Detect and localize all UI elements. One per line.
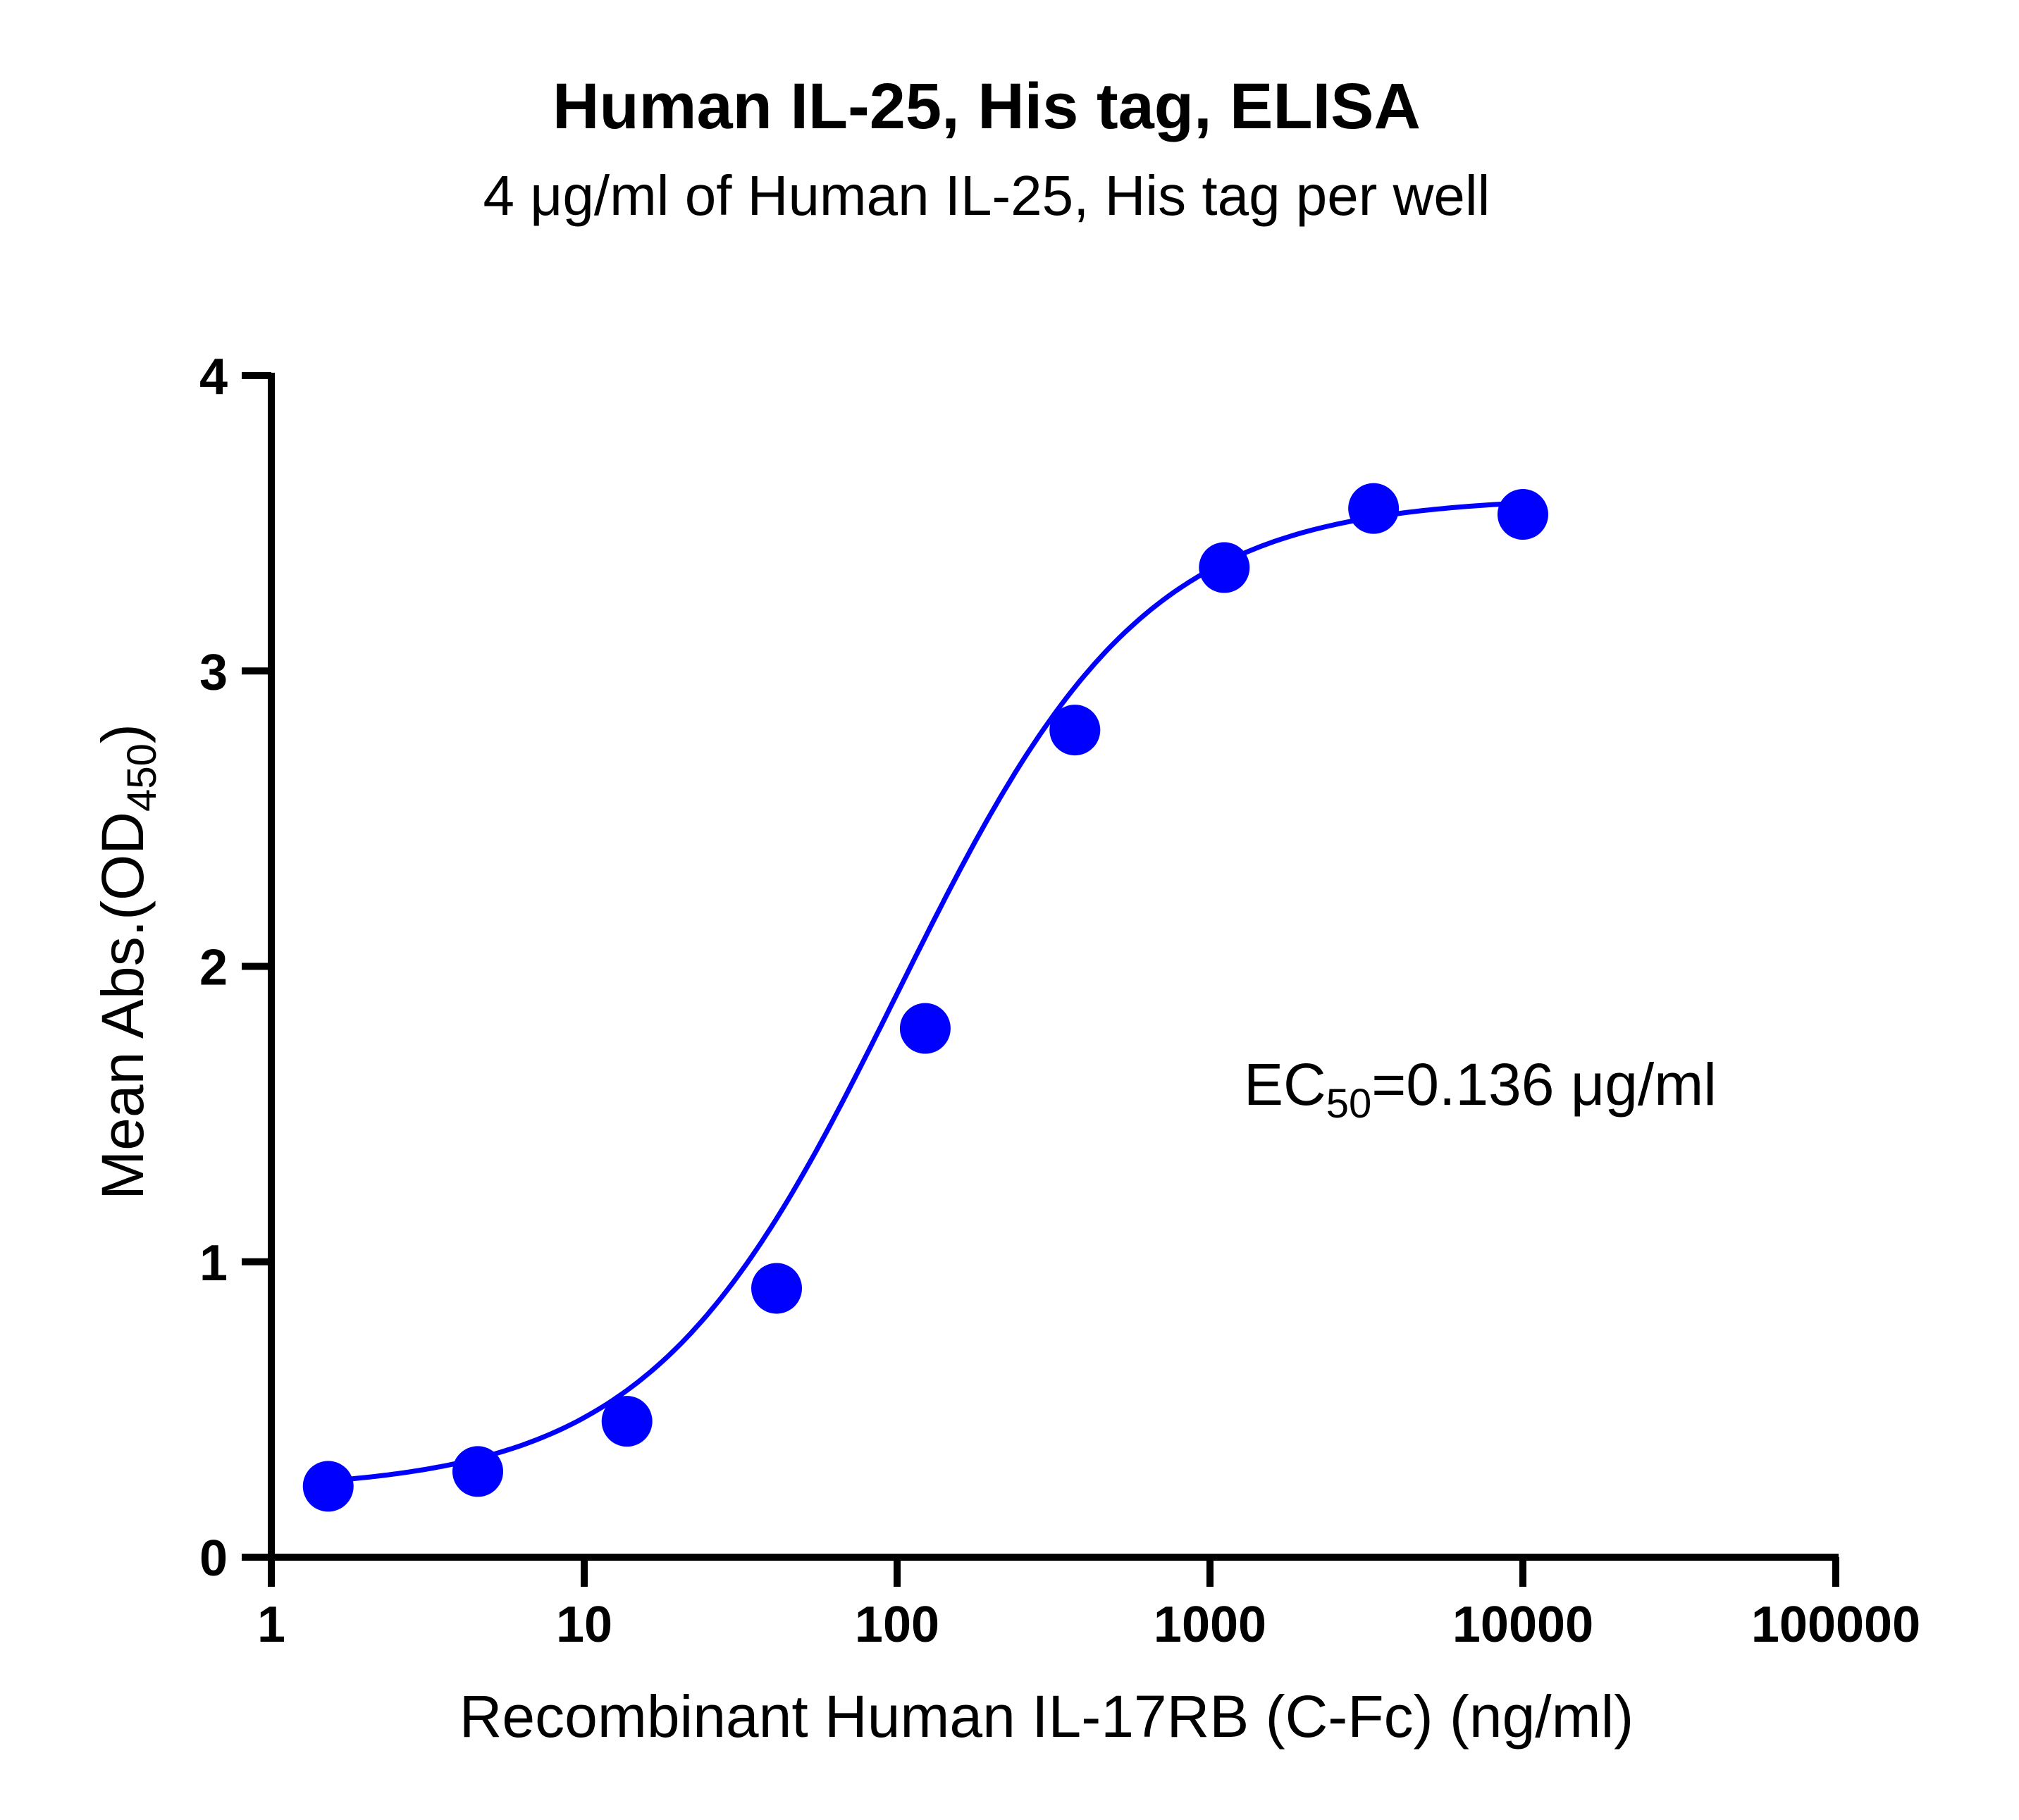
x-tick-label: 10 — [556, 1597, 612, 1653]
y-ticks: 0 1 2 3 4 — [199, 349, 271, 1587]
axes — [268, 373, 1839, 1561]
y-axis-label: Mean Abs.(OD450) — [89, 724, 165, 1200]
data-point — [452, 1446, 504, 1497]
data-point — [899, 1003, 951, 1054]
y-axis-label-subscript: 450 — [119, 743, 165, 812]
fit-layer — [328, 500, 1524, 1484]
y-tick-label: 4 — [199, 349, 228, 405]
ec50-annotation: EC50=0.136 μg/ml — [1244, 1051, 1717, 1127]
y-axis-label-close: ) — [89, 724, 156, 743]
y-axis-label-main: Mean Abs.(OD — [89, 812, 156, 1200]
chart-title: Human IL-25, His tag, ELISA — [552, 70, 1421, 142]
points-layer — [302, 483, 1548, 1512]
data-point — [1348, 483, 1400, 534]
y-tick-label: 1 — [199, 1235, 228, 1292]
data-point — [1498, 489, 1548, 540]
x-tick-label: 10000 — [1452, 1597, 1593, 1653]
data-point — [751, 1263, 803, 1314]
x-axis-label: Recombinant Human IL-17RB (C-Fc) (ng/ml) — [459, 1683, 1634, 1750]
chart-subtitle: 4 μg/ml of Human IL-25, His tag per well — [483, 164, 1490, 227]
y-tick-label: 0 — [199, 1530, 228, 1587]
x-tick-label: 100000 — [1751, 1597, 1920, 1653]
ec50-prefix: EC — [1244, 1051, 1326, 1118]
y-tick-label: 3 — [199, 644, 228, 700]
x-tick-label: 1000 — [1154, 1597, 1266, 1653]
data-point — [1049, 705, 1101, 756]
ec50-subscript: 50 — [1326, 1081, 1372, 1127]
x-ticks: 1 10 100 1000 10000 100000 — [257, 1557, 1920, 1653]
ec50-value: =0.136 μg/ml — [1371, 1051, 1717, 1118]
x-tick-label: 1 — [257, 1597, 285, 1653]
y-tick-label: 2 — [199, 940, 228, 996]
data-point — [1199, 542, 1250, 593]
data-point — [601, 1396, 653, 1447]
data-point — [302, 1461, 354, 1512]
x-tick-label: 100 — [855, 1597, 939, 1653]
fit-curve — [328, 500, 1524, 1484]
